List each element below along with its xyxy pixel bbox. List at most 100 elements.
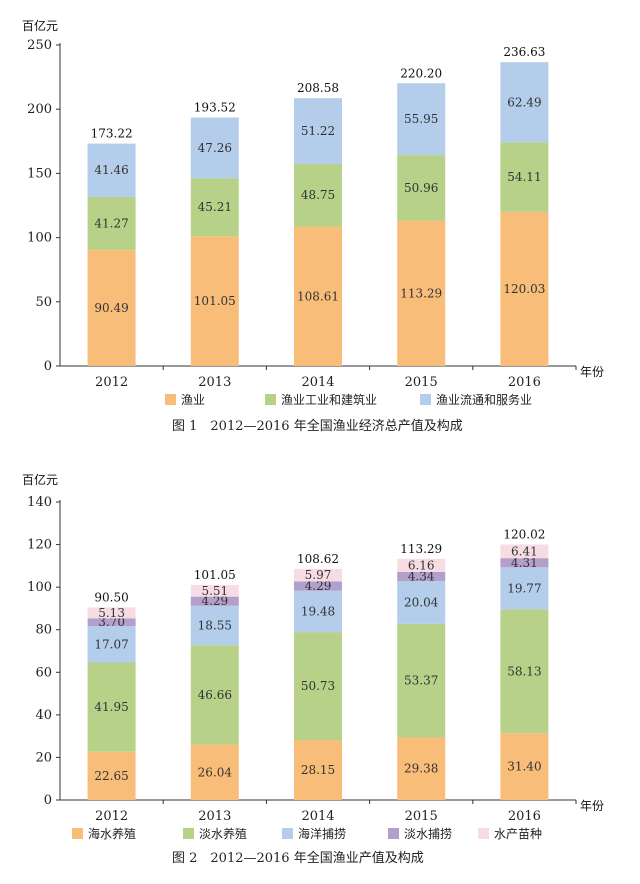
data-label: 55.95 (404, 112, 438, 126)
bar-segment (294, 581, 342, 591)
data-label: 4.34 (408, 570, 435, 584)
legend-swatch (265, 394, 276, 405)
data-label: 17.07 (94, 637, 128, 651)
legend-swatch (388, 828, 399, 839)
data-label: 26.04 (198, 765, 233, 779)
total-label: 101.05 (194, 568, 236, 582)
total-label: 120.02 (503, 528, 545, 542)
y-tick-label: 0 (44, 359, 52, 374)
bar-segment (397, 155, 446, 221)
x-unit-label: 年份 (580, 799, 604, 813)
legend-label: 水产苗种 (494, 827, 542, 841)
bar-segment (500, 609, 549, 734)
y-tick-label: 80 (35, 623, 52, 638)
data-label: 51.22 (301, 124, 335, 138)
y-tick-label: 250 (27, 38, 52, 53)
bar-segment (397, 220, 446, 366)
bar-segment (87, 662, 136, 752)
x-tick-label: 2016 (508, 375, 541, 390)
data-label: 4.31 (511, 556, 538, 570)
legend-label: 海水养殖 (88, 826, 136, 841)
bar-segment (397, 581, 446, 624)
legend-label: 渔业工业和建筑业 (281, 392, 377, 407)
y-tick-label: 150 (27, 166, 52, 181)
bar-segment (500, 558, 549, 568)
bar-segment (294, 226, 342, 366)
data-label: 113.29 (400, 286, 442, 300)
total-label: 113.29 (400, 542, 442, 556)
data-label: 90.49 (94, 301, 128, 315)
y-tick-label: 200 (27, 102, 52, 117)
bar-segment (397, 623, 446, 738)
total-label: 90.50 (94, 590, 128, 604)
bar-segment (190, 117, 239, 179)
bar-segment (500, 62, 549, 143)
data-label: 19.48 (301, 604, 335, 618)
y-tick-label: 100 (27, 580, 52, 595)
bar-segment (87, 626, 136, 663)
legend-swatch (183, 828, 194, 839)
y-tick-label: 0 (44, 793, 52, 808)
legend-label: 海洋捕捞 (298, 826, 346, 841)
y-tick-label: 100 (27, 231, 52, 246)
y-tick-label: 20 (35, 750, 52, 765)
bar-segment (190, 645, 239, 745)
bar-segment (87, 249, 136, 366)
x-tick-label: 2013 (198, 375, 231, 390)
data-label: 29.38 (404, 762, 438, 776)
y-tick-label: 50 (35, 295, 52, 310)
y-tick-label: 40 (35, 708, 52, 723)
total-label: 193.52 (194, 101, 236, 115)
data-label: 62.49 (507, 95, 541, 109)
data-label: 20.04 (404, 596, 439, 610)
bar-segment (397, 571, 446, 582)
legend-swatch (72, 828, 83, 839)
bar-segment (190, 596, 239, 606)
y-tick-label: 140 (27, 495, 52, 510)
data-label: 28.15 (301, 763, 335, 777)
x-tick-label: 2016 (508, 809, 541, 824)
bar-segment (87, 618, 136, 627)
data-label: 50.96 (404, 181, 438, 195)
data-label: 41.46 (94, 163, 128, 177)
data-label: 46.66 (198, 688, 232, 702)
data-label: 5.51 (201, 584, 228, 598)
chart-2-svg: 百亿元 0 20 40 60 80 100 120 140 年份 2012 22.65 41.95 17.… (22, 472, 604, 866)
bar-segment (500, 142, 549, 212)
bar-segment (294, 163, 342, 227)
y-unit-label: 百亿元 (22, 472, 58, 487)
data-label: 6.41 (511, 544, 538, 558)
legend-swatch (420, 394, 431, 405)
x-tick-label: 2014 (301, 809, 334, 824)
data-label: 22.65 (94, 769, 128, 783)
bar-segment (294, 590, 342, 633)
bar-segment (190, 584, 239, 597)
bar-segment (87, 143, 136, 197)
x-unit-label: 年份 (580, 365, 604, 379)
data-label: 41.27 (94, 216, 128, 230)
data-label: 3.70 (98, 615, 125, 629)
bar-segment (87, 196, 136, 250)
data-label: 48.75 (301, 188, 335, 202)
data-label: 50.73 (301, 679, 335, 693)
data-label: 120.03 (503, 282, 545, 296)
chart-2: 百亿元 0 20 40 60 80 100 120 140 年份 2012 22.65 41.95 17.… (0, 460, 640, 884)
total-label: 236.63 (503, 45, 545, 59)
total-label: 108.62 (297, 552, 339, 566)
data-label: 5.97 (305, 568, 332, 582)
data-label: 41.95 (94, 700, 128, 714)
bar-segment (190, 236, 239, 366)
data-label: 4.29 (305, 579, 332, 593)
y-tick-label: 60 (35, 665, 52, 680)
data-label: 31.40 (507, 760, 541, 774)
x-tick-label: 2015 (405, 809, 438, 824)
data-label: 6.16 (408, 558, 435, 572)
data-label: 18.55 (198, 619, 232, 633)
data-label: 53.37 (404, 674, 438, 688)
bar-segment (294, 632, 342, 741)
legend-label: 渔业流通和服务业 (436, 392, 532, 407)
bar-segment (500, 211, 549, 366)
legend-label: 淡水捕捞 (404, 826, 452, 841)
data-label: 58.13 (507, 664, 541, 678)
legend-swatch (282, 828, 293, 839)
